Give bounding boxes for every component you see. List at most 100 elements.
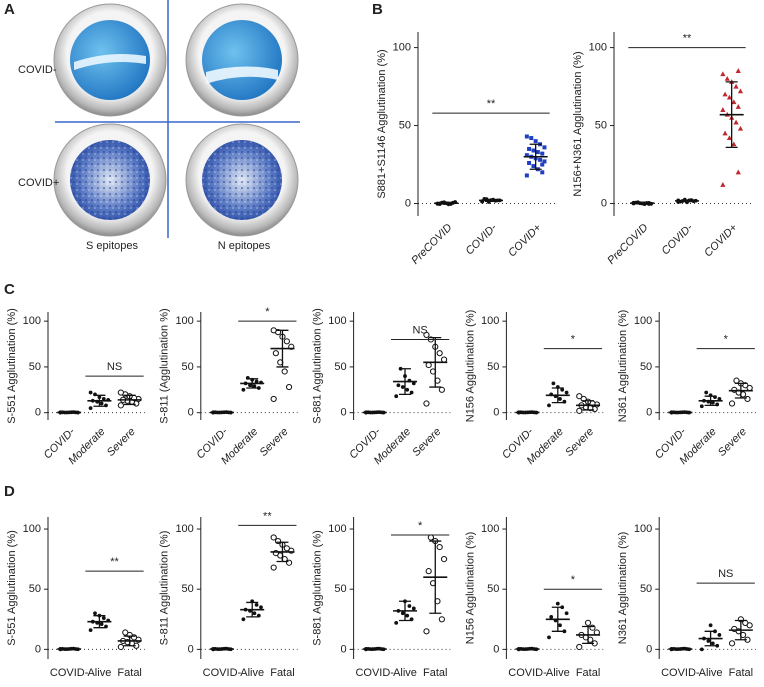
- data-point: [409, 390, 414, 395]
- y-tick-label: 0: [340, 407, 346, 419]
- error-bar: [582, 400, 595, 411]
- data-point: [99, 401, 104, 406]
- data-point: [527, 160, 532, 165]
- data-point: [555, 601, 560, 606]
- y-tick-label: 0: [493, 643, 499, 655]
- y-axis-label: S881+S1146 Agglutination (%): [376, 49, 388, 198]
- error-bar: [429, 336, 442, 388]
- data-point: [735, 104, 741, 109]
- data-point: [281, 368, 288, 375]
- data-point: [564, 611, 569, 616]
- significance-label: **: [683, 32, 692, 44]
- data-point: [411, 381, 416, 386]
- error-bar: [276, 329, 289, 368]
- error-bar: [704, 395, 717, 407]
- y-tick-label: 50: [487, 361, 499, 373]
- x-tick-label: Severe: [563, 426, 596, 459]
- significance-label: **: [487, 98, 496, 110]
- data-point: [248, 383, 252, 388]
- y-tick-label: 0: [35, 643, 41, 655]
- y-tick-label: 0: [340, 643, 346, 655]
- y-tick-label: 100: [589, 41, 607, 53]
- data-point: [531, 164, 536, 169]
- data-point: [560, 387, 565, 392]
- y-tick-label: 0: [646, 643, 652, 655]
- data-point: [396, 383, 401, 388]
- data-point: [551, 381, 556, 386]
- data-point: [436, 350, 443, 357]
- x-tick-label: Severe: [105, 426, 138, 459]
- error-bar: [93, 615, 106, 629]
- data-point: [436, 543, 443, 551]
- data-point: [122, 629, 129, 636]
- data-point: [259, 605, 263, 610]
- row-label: COVID-: [18, 64, 57, 76]
- data-point: [394, 394, 399, 399]
- y-tick-label: 100: [481, 523, 499, 535]
- data-point: [440, 356, 448, 363]
- data-point: [99, 622, 104, 627]
- data-point: [425, 568, 432, 575]
- data-point: [283, 338, 290, 345]
- y-axis-label: N361 Agglutination (%): [617, 310, 629, 423]
- data-point: [524, 134, 529, 139]
- data-point: [440, 556, 448, 563]
- significance-label: NS: [718, 568, 733, 580]
- x-tick-label: COVID+: [506, 221, 544, 259]
- panel-letter: B: [372, 1, 383, 18]
- x-tick-label: COVID-: [463, 221, 499, 257]
- x-tick-label: Alive: [87, 667, 111, 679]
- row-label: COVID+: [18, 177, 59, 189]
- panel-a-image: [53, 0, 300, 238]
- x-tick-label: Fatal: [117, 667, 141, 679]
- y-tick-label: 50: [487, 583, 499, 595]
- x-tick-label: Fatal: [270, 667, 294, 679]
- error-bar: [582, 625, 595, 645]
- error-bar: [725, 81, 738, 149]
- data-point: [737, 125, 744, 131]
- y-tick-label: 50: [595, 119, 607, 131]
- error-bar: [636, 201, 649, 205]
- data-point: [88, 406, 93, 411]
- data-point: [733, 83, 739, 89]
- significance-label: **: [110, 556, 119, 568]
- data-point: [720, 71, 726, 77]
- error-bar: [399, 368, 411, 396]
- data-point: [735, 169, 741, 175]
- y-axis-label: S-551 Agglutination (%): [6, 308, 18, 424]
- data-point: [423, 400, 430, 407]
- error-bar: [93, 394, 106, 407]
- data-point: [540, 151, 545, 156]
- x-tick-label: Fatal: [423, 667, 447, 679]
- data-point: [394, 620, 399, 625]
- data-point: [538, 157, 543, 162]
- data-point: [549, 614, 554, 619]
- data-point: [535, 150, 540, 155]
- data-point: [542, 145, 547, 150]
- data-point: [272, 350, 279, 357]
- data-point: [531, 148, 536, 153]
- significance-label: *: [724, 334, 729, 346]
- data-point: [728, 640, 736, 647]
- data-point: [564, 390, 569, 395]
- y-tick-label: 50: [182, 583, 194, 595]
- data-point: [533, 139, 538, 144]
- column-label: N epitopes: [218, 240, 271, 252]
- error-bar: [529, 143, 542, 170]
- x-tick-label: COVID-: [661, 667, 700, 679]
- data-point: [405, 613, 410, 618]
- y-tick-label: 50: [399, 119, 411, 131]
- y-tick-label: 100: [23, 523, 41, 535]
- data-point: [699, 647, 704, 652]
- data-point: [731, 141, 737, 147]
- data-point: [547, 635, 551, 640]
- y-tick-label: 0: [188, 643, 194, 655]
- error-bar: [551, 387, 564, 404]
- data-point: [400, 611, 405, 616]
- error-bar: [123, 394, 136, 406]
- data-point: [733, 377, 740, 384]
- y-tick-label: 0: [405, 197, 411, 209]
- error-bar: [485, 198, 497, 202]
- data-point: [101, 616, 106, 620]
- y-axis-label: S-811 (Agglutination %): [159, 308, 171, 423]
